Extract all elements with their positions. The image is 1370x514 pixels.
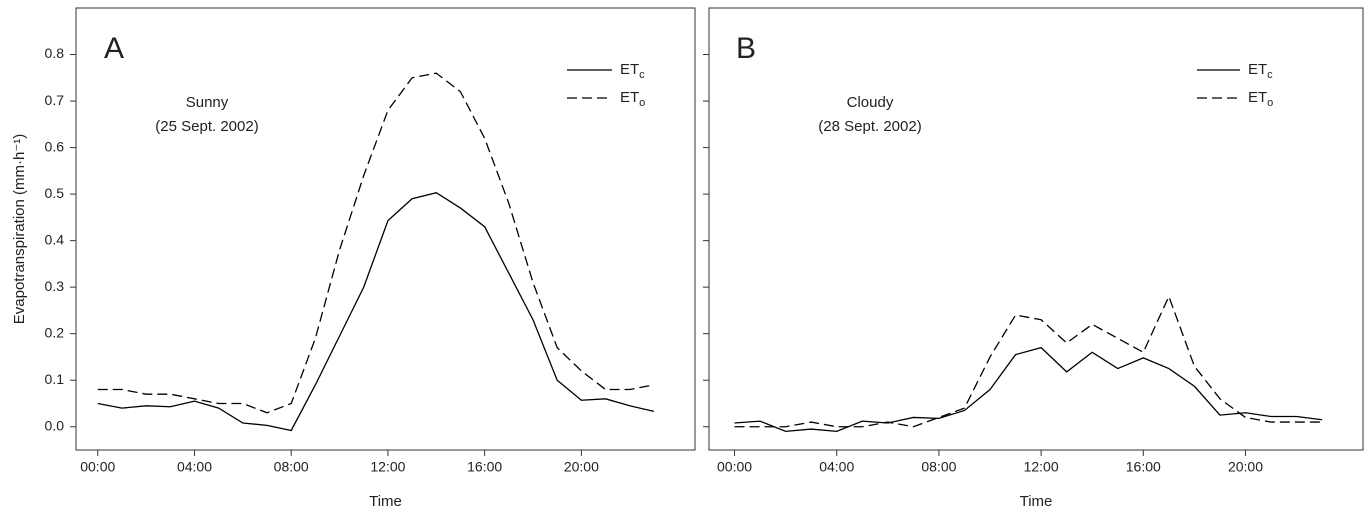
annotation: (25 Sept. 2002) [155, 118, 258, 135]
y-tick-label: 0.0 [45, 417, 65, 433]
data-line [97, 192, 655, 432]
y-tick-label: 0.3 [45, 278, 65, 294]
legend-label: ETc [1248, 61, 1273, 81]
y-tick-label: 0.2 [45, 324, 65, 340]
x-tick-label: 16:00 [1126, 459, 1161, 475]
y-tick-label: 0.7 [45, 92, 65, 108]
plot-frame [708, 7, 1364, 451]
data-line [734, 346, 1323, 433]
legend-label: ETo [1248, 89, 1273, 109]
x-tick-label: 08:00 [274, 459, 309, 475]
annotation: (28 Sept. 2002) [818, 118, 921, 135]
data-line [97, 72, 655, 414]
y-tick-label: 0.6 [45, 138, 65, 154]
x-tick-label: 04:00 [177, 459, 212, 475]
panel-label: A [104, 32, 124, 65]
x-tick-label: 20:00 [1228, 459, 1263, 475]
x-tick-label: 16:00 [467, 459, 502, 475]
x-tick-label: 00:00 [717, 459, 752, 475]
panel-label: B [736, 32, 756, 65]
x-tick-label: 00:00 [80, 459, 115, 475]
y-tick-label: 0.5 [45, 185, 65, 201]
x-axis-label: Time [369, 493, 402, 510]
legend-label: ETc [620, 61, 645, 81]
x-tick-label: 12:00 [1024, 459, 1059, 475]
x-tick-label: 20:00 [564, 459, 599, 475]
x-tick-label: 12:00 [370, 459, 405, 475]
data-line [734, 294, 1323, 428]
legend-label: ETo [620, 89, 645, 109]
plot-frame [75, 7, 696, 451]
x-tick-label: 04:00 [819, 459, 854, 475]
y-axis-label: Evapotranspiration (mm·h⁻¹) [11, 134, 28, 324]
annotation: Cloudy [847, 94, 894, 111]
y-tick-label: 0.1 [45, 371, 65, 387]
x-axis-label: Time [1020, 493, 1053, 510]
annotation: Sunny [186, 94, 229, 111]
x-tick-label: 08:00 [921, 459, 956, 475]
y-tick-label: 0.4 [45, 231, 65, 247]
y-tick-label: 0.8 [45, 45, 65, 61]
